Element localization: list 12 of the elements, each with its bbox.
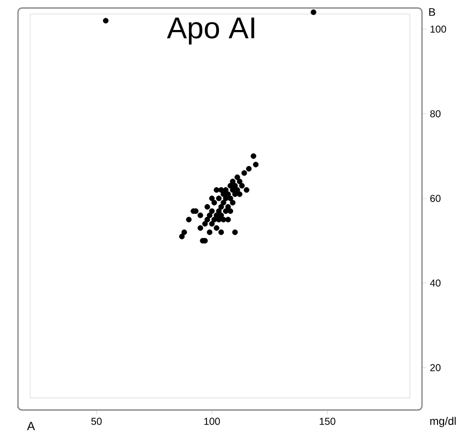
x-tick-label: 50 <box>91 418 102 425</box>
y-tick-label: 100 <box>430 26 446 33</box>
text: A <box>27 422 35 430</box>
text: B <box>429 8 436 16</box>
chart-title: Apo AI <box>166 18 254 44</box>
x-axis-title: mg/dl <box>430 416 456 428</box>
y-tick-label: 60 <box>430 194 441 202</box>
x-tick-label: 150 <box>320 418 336 425</box>
y-tick-label: 40 <box>430 280 441 287</box>
y-tick-label: 20 <box>430 364 441 372</box>
y-tick-label: 80 <box>430 110 441 118</box>
x-tick-label: 100 <box>204 418 220 425</box>
